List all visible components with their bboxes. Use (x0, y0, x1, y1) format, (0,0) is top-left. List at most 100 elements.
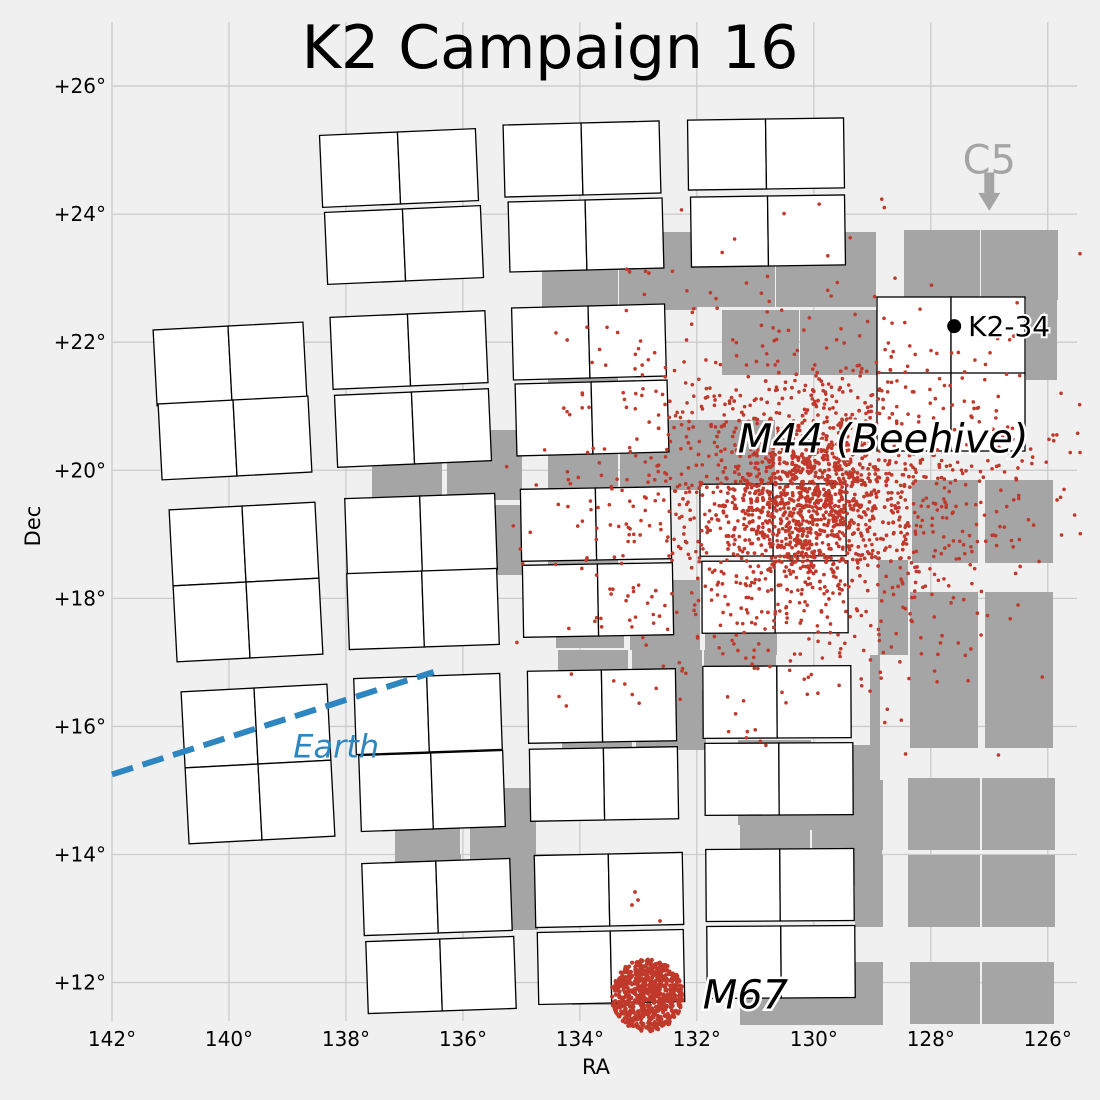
m44-star (991, 533, 996, 537)
m44-star (910, 389, 915, 394)
m44-star (896, 453, 901, 458)
m44-star (687, 490, 692, 494)
m44-star (695, 576, 700, 581)
m44-star (827, 407, 832, 411)
m44-star (685, 401, 689, 405)
m44-star (787, 414, 791, 418)
m44-star (746, 471, 750, 476)
m44-star (726, 547, 730, 551)
m44-star (930, 592, 934, 597)
y-tick-label: +24° (54, 202, 106, 226)
m44-star (798, 486, 803, 491)
m44-star (890, 321, 894, 325)
m44-star (676, 544, 681, 549)
m44-star (768, 664, 772, 669)
m44-star (942, 383, 947, 388)
m44-star (725, 558, 729, 563)
m44-star (811, 426, 815, 431)
m67-star (652, 981, 657, 986)
ccd-module (361, 857, 513, 937)
m44-star (872, 532, 877, 537)
m44-star (907, 474, 911, 479)
m44-star (982, 513, 987, 517)
m44-star (746, 433, 751, 438)
m67-star (674, 972, 679, 977)
m44-star (593, 619, 597, 624)
m44-star (842, 427, 846, 432)
ccd-channel (396, 127, 480, 205)
m44-star (916, 515, 920, 519)
m44-star (732, 430, 737, 434)
m44-star (732, 497, 737, 502)
m44-star (827, 512, 832, 517)
m44-star (684, 502, 689, 507)
m44-star (931, 447, 936, 452)
m44-star (935, 680, 939, 684)
m44-star (826, 461, 831, 466)
m44-star (748, 447, 753, 452)
m44-star (831, 517, 836, 522)
m44-star (828, 426, 832, 430)
m44-star (818, 586, 822, 591)
m44-star (748, 441, 752, 446)
m67-star (638, 1008, 643, 1013)
m44-star (767, 476, 772, 481)
m44-star (773, 555, 778, 560)
m44-star (851, 442, 856, 447)
m44-star (796, 551, 800, 555)
m44-star (867, 538, 872, 542)
m44-star (805, 582, 810, 587)
m44-star (715, 582, 720, 587)
m44-star (870, 392, 875, 397)
m44-star (802, 418, 807, 423)
m44-star (940, 633, 944, 638)
m44-star (784, 536, 788, 541)
m67-star (638, 984, 643, 989)
m44-star (906, 435, 911, 439)
m44-star (793, 559, 798, 564)
m44-star (738, 480, 743, 485)
m44-star (922, 474, 926, 479)
m44-star (997, 463, 1001, 468)
m44-star (759, 397, 764, 401)
m44-star (723, 594, 727, 599)
m44-star (690, 410, 694, 415)
m44-star (962, 597, 966, 602)
m44-star (744, 524, 749, 529)
m44-star (996, 753, 1001, 757)
m44-star (647, 420, 651, 424)
m44-star (856, 544, 861, 549)
m44-star (800, 550, 805, 554)
m44-star (830, 513, 835, 518)
m44-star (759, 323, 764, 328)
ccd-module (702, 664, 852, 740)
m44-star (808, 554, 813, 559)
m44-star (788, 599, 792, 604)
m44-star (740, 549, 745, 554)
m44-star (765, 489, 770, 493)
m44-star (842, 504, 847, 509)
m44-star (940, 515, 945, 520)
m44-star (752, 451, 757, 455)
ccd-channel (168, 505, 247, 587)
m67-star (628, 980, 633, 985)
m44-star (803, 488, 808, 493)
m44-star (812, 363, 817, 367)
m44-star (797, 529, 802, 533)
m44-star (791, 419, 796, 424)
c5-ccd-module (982, 778, 1055, 850)
m44-star (907, 453, 912, 458)
m44-star (903, 370, 908, 375)
m44-star (1008, 616, 1013, 621)
m44-star (771, 625, 776, 630)
m44-star (689, 565, 694, 570)
m44-star (827, 467, 831, 472)
m44-star (821, 487, 826, 492)
m44-star (790, 556, 794, 561)
x-tick-label: 126° (1024, 1027, 1072, 1051)
m44-star (700, 463, 705, 467)
m44-star (810, 505, 815, 510)
m44-star (864, 369, 869, 374)
m44-star (731, 406, 735, 411)
m44-star (777, 458, 782, 462)
